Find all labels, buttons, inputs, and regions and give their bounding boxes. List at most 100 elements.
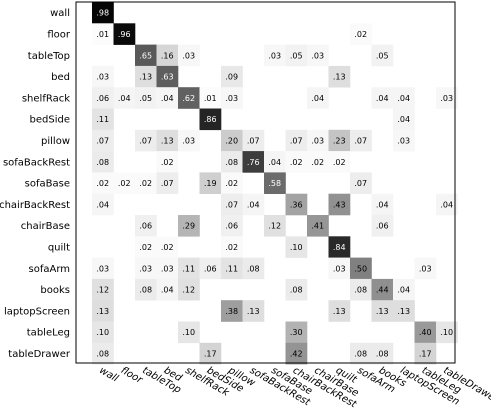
cell-value-label: .40 xyxy=(419,328,432,337)
heatmap-cell xyxy=(393,87,415,109)
cell-value-label: .08 xyxy=(139,286,152,295)
heatmap-cell xyxy=(328,257,351,280)
cell-value-label: .06 xyxy=(204,264,217,273)
row-label: tableLeg xyxy=(27,328,70,339)
cell-value-label: .06 xyxy=(139,222,152,231)
cell-value-label: .06 xyxy=(225,222,238,231)
cell-value-label: .08 xyxy=(290,286,303,295)
cell-value-label: .03 xyxy=(333,264,346,273)
heatmap-cell xyxy=(414,342,437,365)
heatmap-cell xyxy=(135,65,157,88)
heatmap-cell xyxy=(92,172,114,194)
heatmap-cell xyxy=(350,172,372,194)
heatmap-cell xyxy=(135,278,157,301)
heatmap-cell xyxy=(92,87,114,109)
cell-value-label: .04 xyxy=(376,94,389,103)
heatmap-cell xyxy=(242,300,265,322)
heatmap-cell xyxy=(436,87,458,109)
cell-value-label: .96 xyxy=(118,30,131,39)
heatmap-cell xyxy=(393,129,415,152)
heatmap-cell xyxy=(285,321,308,344)
row-label: bed xyxy=(51,72,70,83)
heatmap-cell xyxy=(156,129,179,152)
row-label: quilt xyxy=(48,242,70,253)
row-label: pillow xyxy=(41,136,70,147)
heatmap-cell xyxy=(328,65,351,88)
cell-value-label: .08 xyxy=(247,264,260,273)
heatmap-cell xyxy=(221,257,243,280)
cell-value-label: .02 xyxy=(161,158,174,167)
heatmap-cell xyxy=(350,257,372,280)
heatmap-cell xyxy=(178,257,200,280)
cell-value-label: .10 xyxy=(440,328,453,337)
row-label: bedSide xyxy=(30,115,70,126)
cell-value-label: .36 xyxy=(290,200,303,209)
heatmap-cell xyxy=(242,129,265,152)
heatmap-cell xyxy=(285,278,308,301)
cell-value-label: .10 xyxy=(182,328,195,337)
heatmap-cell xyxy=(92,2,114,24)
heatmap-cell xyxy=(135,257,157,280)
heatmap-cell xyxy=(178,215,200,237)
cell-value-label: .13 xyxy=(376,307,389,316)
cell-value-label: .08 xyxy=(96,349,109,358)
heatmap-cell xyxy=(371,342,394,365)
cell-value-label: .65 xyxy=(139,51,152,60)
cell-value-label: .10 xyxy=(290,243,303,252)
heatmap-cell xyxy=(436,193,458,216)
heatmap-cell xyxy=(199,257,222,280)
cell-value-label: .03 xyxy=(139,264,152,273)
heatmap-cell xyxy=(221,236,243,258)
heatmap-value-labels: .98 .01 .96 .02 .65 .16 .03 .03 .05 .03 .05 .03 .13.… xyxy=(96,9,453,359)
cell-value-label: .11 xyxy=(96,115,109,124)
cell-value-label: .02 xyxy=(96,179,109,188)
cell-value-label: .04 xyxy=(161,286,174,295)
heatmap-cell xyxy=(221,87,243,109)
cell-value-label: .03 xyxy=(161,264,174,273)
cell-value-label: .03 xyxy=(419,264,432,273)
heatmap-cells xyxy=(92,2,458,365)
heatmap-cell xyxy=(92,193,114,216)
row-label: sofaBackRest xyxy=(3,157,70,168)
cell-value-label: .04 xyxy=(161,94,174,103)
heatmap-cell xyxy=(135,172,157,194)
cell-value-label: .06 xyxy=(376,222,389,231)
heatmap-cell xyxy=(328,236,351,258)
cell-value-label: .50 xyxy=(354,264,367,273)
cell-value-label: .13 xyxy=(139,73,152,82)
cell-value-label: .07 xyxy=(354,136,367,145)
cell-value-label: .01 xyxy=(204,94,217,103)
cell-value-label: .06 xyxy=(96,94,109,103)
heatmap-cell xyxy=(350,342,372,365)
cell-value-label: .07 xyxy=(290,136,303,145)
heatmap-cell xyxy=(92,23,114,45)
cell-value-label: .17 xyxy=(419,349,432,358)
cell-value-label: .02 xyxy=(333,158,346,167)
heatmap-cell xyxy=(242,257,265,280)
cell-value-label: .02 xyxy=(311,158,324,167)
cell-value-label: .43 xyxy=(333,200,346,209)
cell-value-label: .04 xyxy=(440,200,453,209)
cell-value-label: .02 xyxy=(118,179,131,188)
column-label: wall xyxy=(97,365,120,385)
heatmap-cell xyxy=(221,300,243,322)
cell-value-label: .11 xyxy=(182,264,195,273)
heatmap-cell xyxy=(92,257,114,280)
heatmap-cell xyxy=(285,44,308,67)
cell-value-label: .04 xyxy=(96,200,109,209)
heatmap-cell xyxy=(92,108,114,131)
heatmap-cell xyxy=(436,321,458,344)
heatmap-cell xyxy=(242,151,265,173)
heatmap-cell xyxy=(307,151,329,173)
heatmap-cell xyxy=(371,193,394,216)
cell-value-label: .19 xyxy=(204,179,217,188)
heatmap-cell xyxy=(156,236,179,258)
heatmap-cell xyxy=(307,129,329,152)
row-labels: wall floor tableTop bed shelfRack bedSide pill… xyxy=(0,8,71,360)
row-label: wall xyxy=(50,8,70,19)
cell-value-label: .17 xyxy=(204,349,217,358)
cell-value-label: .20 xyxy=(225,136,238,145)
heatmap-cell xyxy=(371,87,394,109)
row-label: chairBackRest xyxy=(0,200,70,211)
cell-value-label: .09 xyxy=(225,73,238,82)
